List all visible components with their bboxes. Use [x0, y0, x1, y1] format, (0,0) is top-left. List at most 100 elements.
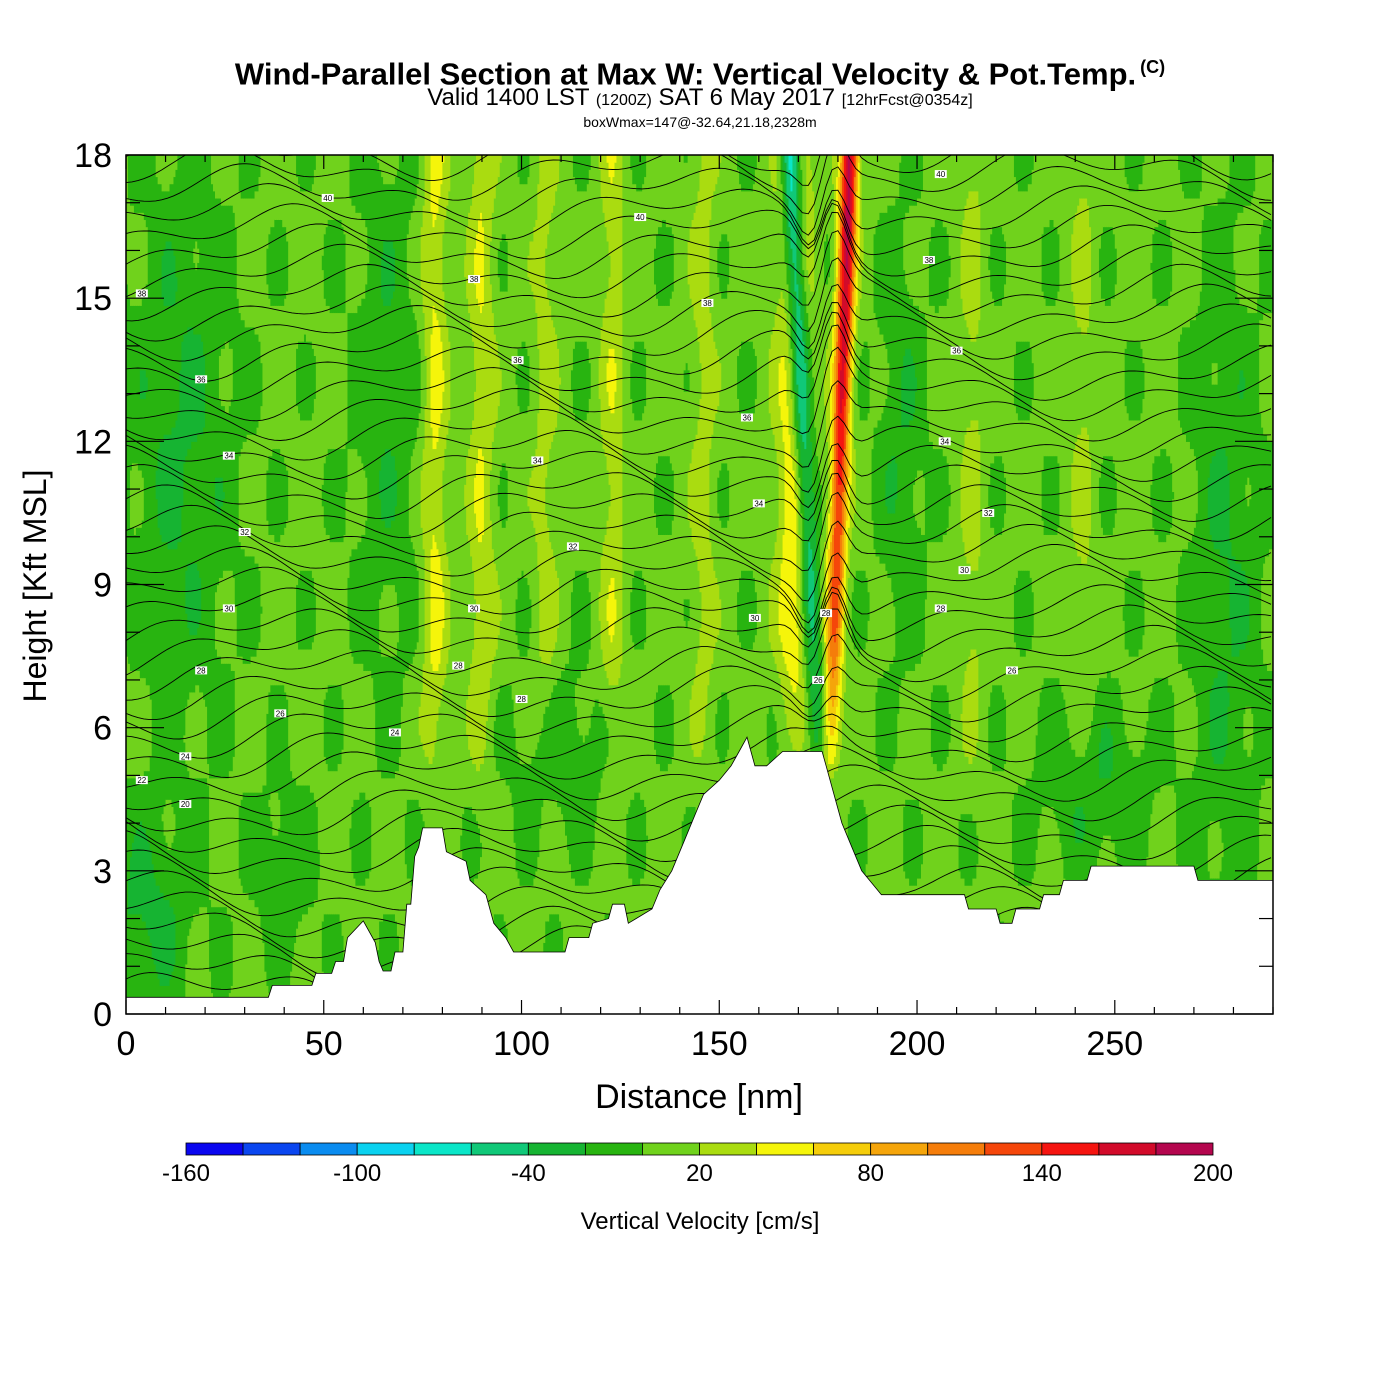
- velocity-cell: [549, 305, 552, 450]
- velocity-cell: [608, 405, 612, 485]
- velocity-cell: [1081, 756, 1084, 808]
- velocity-cell: [1154, 298, 1157, 457]
- velocity-cell: [228, 570, 232, 664]
- velocity-cell: [286, 520, 289, 700]
- velocity-cell: [1073, 219, 1076, 306]
- velocity-cell: [493, 155, 497, 199]
- velocity-cell: [855, 190, 859, 271]
- velocity-cell: [1128, 749, 1132, 893]
- velocity-cell: [276, 305, 279, 450]
- velocity-cell: [408, 469, 412, 535]
- velocity-cell: [572, 155, 576, 178]
- velocity-cell: [216, 477, 220, 514]
- velocity-cell: [337, 448, 341, 543]
- velocity-cell: [260, 362, 264, 407]
- velocity-cell: [143, 677, 147, 772]
- velocity-cell: [392, 656, 396, 779]
- velocity-cell: [424, 355, 428, 407]
- velocity-cell: [841, 534, 845, 578]
- velocity-cell: [1114, 677, 1118, 858]
- contour-label-bg: [938, 437, 951, 446]
- velocity-cell: [833, 412, 837, 528]
- velocity-cell: [137, 670, 141, 779]
- velocity-cell: [1000, 226, 1003, 306]
- velocity-cell: [175, 155, 179, 170]
- velocity-cell: [879, 333, 883, 421]
- velocity-cell: [640, 155, 643, 192]
- velocity-cell: [845, 398, 849, 435]
- velocity-cell: [786, 197, 790, 242]
- velocity-cell: [343, 448, 347, 535]
- velocity-cell: [661, 684, 665, 772]
- velocity-cell: [1164, 305, 1167, 450]
- velocity-cell: [1158, 541, 1161, 679]
- velocity-cell: [988, 484, 991, 507]
- velocity-cell: [1004, 512, 1007, 700]
- velocity-cell: [942, 684, 946, 765]
- velocity-cell: [143, 920, 147, 1014]
- velocity-cell: [1100, 233, 1104, 299]
- velocity-cell: [294, 942, 297, 1014]
- velocity-cell: [272, 448, 275, 535]
- velocity-cell: [855, 799, 859, 886]
- theta-contour: [126, 472, 1272, 542]
- velocity-cell: [717, 176, 720, 249]
- velocity-cell: [942, 455, 946, 535]
- velocity-cell: [131, 913, 135, 1014]
- colorbar-swatch: [984, 1142, 1043, 1156]
- velocity-cell: [826, 598, 829, 664]
- velocity-cell: [476, 155, 479, 235]
- velocity-cell: [895, 462, 898, 500]
- velocity-cell: [911, 419, 914, 671]
- velocity-cell: [126, 283, 129, 657]
- velocity-cell: [1263, 219, 1266, 314]
- velocity-cell: [420, 741, 424, 815]
- velocity-cell: [832, 634, 835, 679]
- velocity-cell: [557, 577, 560, 629]
- velocity-cell: [333, 312, 337, 450]
- velocity-cell: [750, 648, 754, 800]
- velocity-cell: [298, 341, 301, 414]
- velocity-cell: [1055, 820, 1059, 915]
- velocity-cell: [505, 784, 509, 929]
- velocity-cell: [385, 305, 388, 450]
- velocity-cell: [1261, 648, 1264, 786]
- velocity-cell: [1227, 706, 1231, 1014]
- velocity-cell: [497, 505, 501, 586]
- velocity-cell: [978, 434, 981, 557]
- velocity-cell: [379, 169, 382, 471]
- contour-label-bg: [274, 709, 287, 718]
- velocity-cell: [337, 763, 341, 915]
- velocity-cell: [189, 777, 192, 929]
- velocity-cell: [171, 842, 175, 908]
- velocity-cell: [329, 219, 333, 314]
- velocity-cell: [1083, 813, 1086, 836]
- velocity-cell: [1263, 784, 1266, 908]
- y-tick-label: 18: [74, 137, 112, 175]
- velocity-cell: [1184, 155, 1187, 199]
- velocity-cell: [600, 434, 604, 557]
- velocity-cell: [1085, 333, 1088, 428]
- velocity-cell: [1089, 226, 1092, 306]
- velocity-cell: [1271, 312, 1273, 442]
- velocity-cell: [839, 262, 843, 306]
- velocity-cell: [877, 155, 881, 221]
- velocity-cell: [478, 305, 481, 450]
- velocity-cell: [474, 620, 477, 765]
- velocity-cell: [218, 477, 222, 514]
- velocity-cell: [788, 226, 792, 271]
- velocity-cell: [920, 155, 924, 192]
- velocity-cell: [889, 462, 892, 514]
- velocity-cell: [139, 212, 143, 306]
- velocity-cell: [960, 720, 964, 815]
- velocity-cell: [491, 155, 495, 213]
- velocity-cell: [1219, 555, 1223, 671]
- velocity-cell: [1235, 656, 1239, 922]
- velocity-cell: [687, 155, 691, 242]
- velocity-cell: [515, 749, 519, 872]
- velocity-cell: [1130, 341, 1134, 421]
- velocity-cell: [392, 248, 396, 292]
- velocity-cell: [163, 806, 167, 836]
- velocity-cell: [260, 792, 264, 929]
- velocity-cell: [329, 312, 333, 450]
